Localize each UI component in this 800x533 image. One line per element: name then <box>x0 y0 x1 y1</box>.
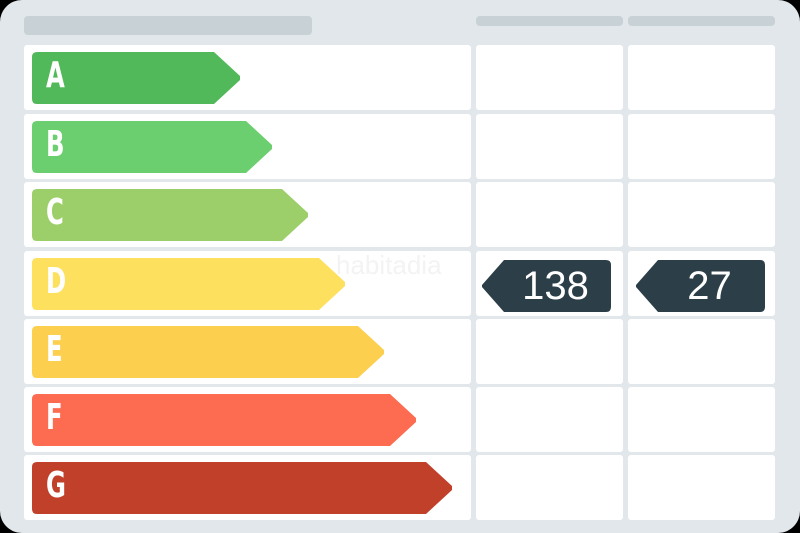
grid-cell <box>628 45 775 110</box>
header-bar-emissions <box>628 16 775 26</box>
rating-arrow-g: G <box>32 462 452 514</box>
rating-arrow-a: A <box>32 52 240 104</box>
emissions-indicator: 27 <box>636 260 765 312</box>
grid-cell <box>476 114 623 179</box>
grid-cell <box>476 455 623 520</box>
grid-cell <box>628 455 775 520</box>
rating-letter: B <box>46 124 65 165</box>
indicator-value: 27 <box>687 264 732 308</box>
rating-arrow-b: B <box>32 121 272 173</box>
rating-letter: C <box>46 192 64 233</box>
grid-cell <box>476 45 623 110</box>
rating-letter: D <box>46 261 67 302</box>
rating-arrow-f: F <box>32 394 416 446</box>
grid-cell <box>628 182 775 247</box>
rating-letter: F <box>46 397 63 438</box>
rating-letter: A <box>46 55 65 96</box>
consumption-indicator: 138 <box>482 260 611 312</box>
rating-arrow-d: D <box>32 258 345 310</box>
grid-cell <box>628 387 775 452</box>
header-bar-scale <box>24 16 312 35</box>
rating-arrow-e: E <box>32 326 384 378</box>
watermark: habitadia <box>336 250 442 280</box>
indicator-value: 138 <box>522 264 589 308</box>
rating-letter: E <box>46 329 63 370</box>
header-bar-consumption <box>476 16 623 26</box>
grid-cell <box>628 114 775 179</box>
grid-cell <box>628 319 775 384</box>
grid-cell <box>476 387 623 452</box>
grid-cell <box>476 319 623 384</box>
rating-arrow-c: C <box>32 189 308 241</box>
rating-letter: G <box>46 465 66 506</box>
grid-cell <box>476 182 623 247</box>
